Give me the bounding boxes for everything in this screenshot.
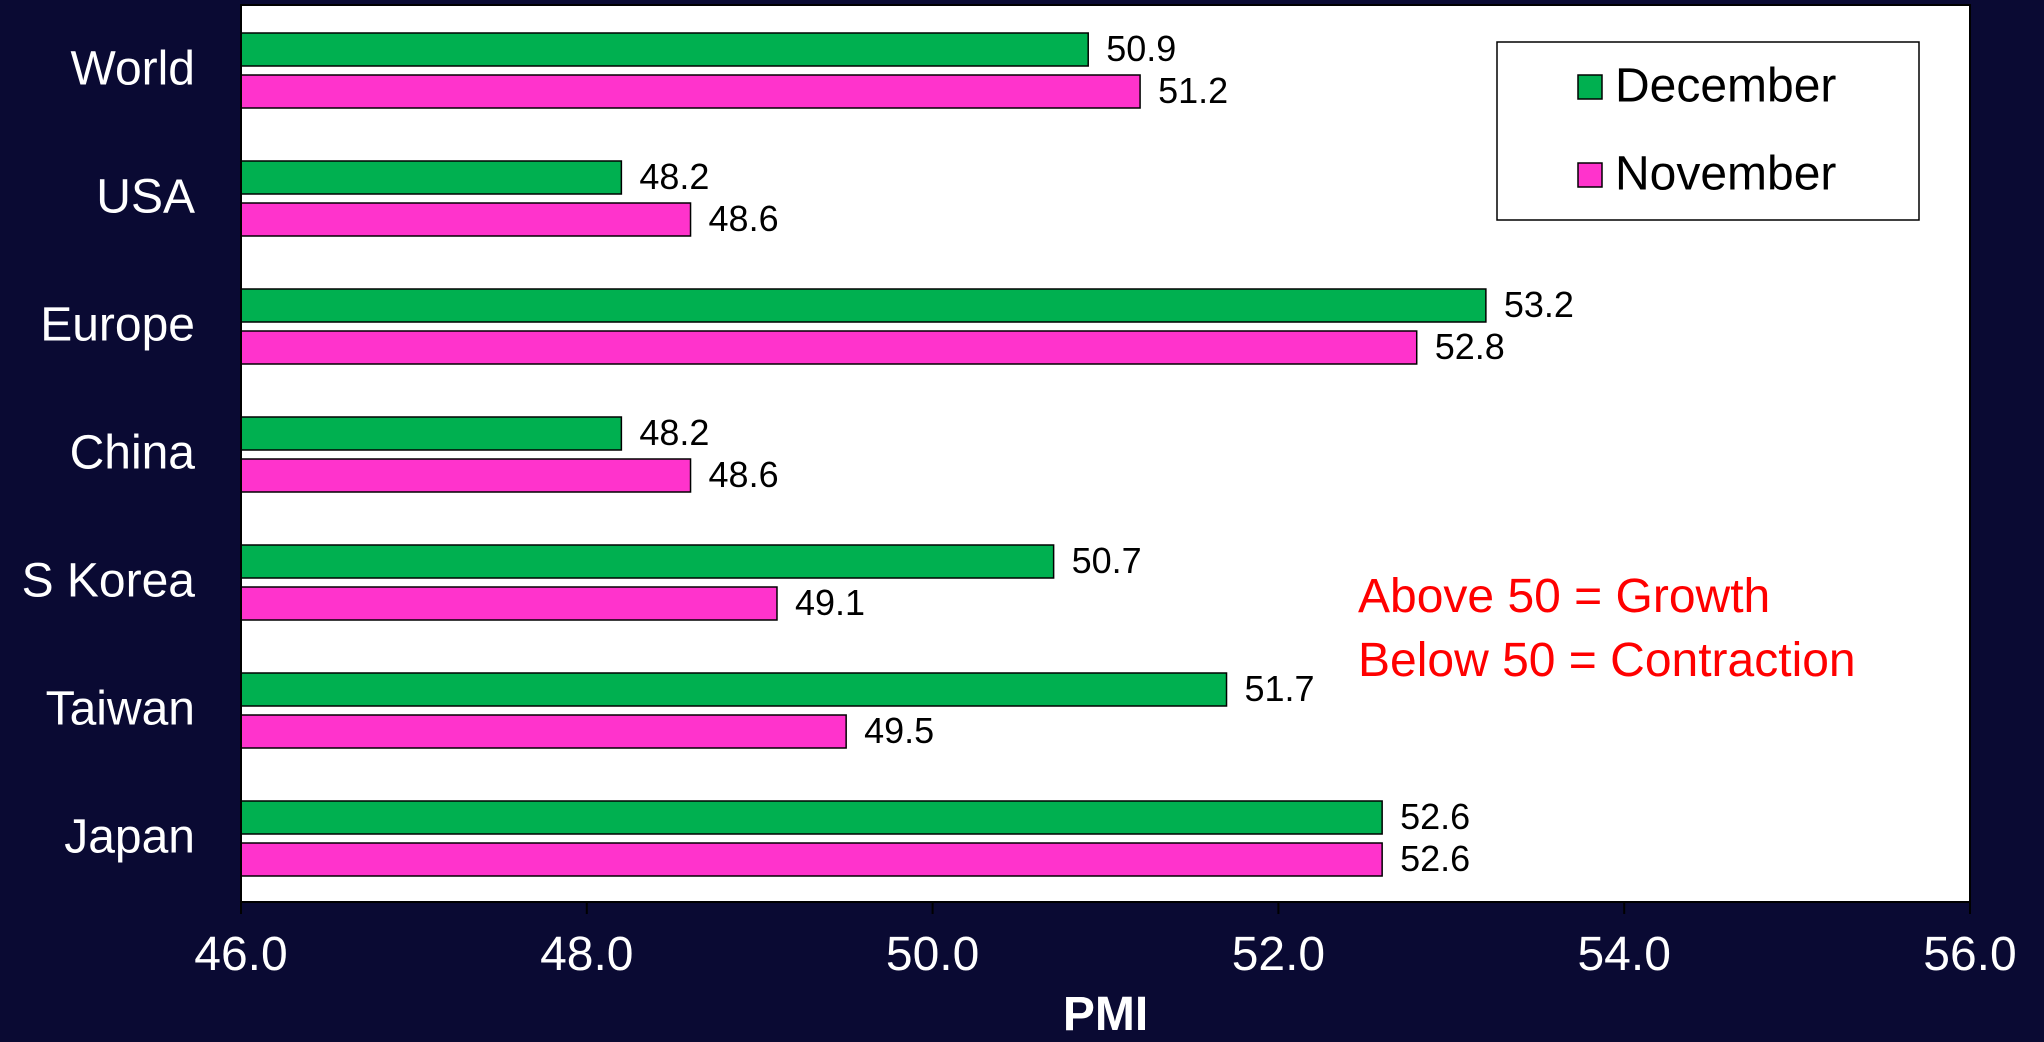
annotation-text: Below 50 = Contraction [1358,634,1856,687]
category-label: China [70,427,196,480]
x-tick-label: 46.0 [194,928,287,981]
data-label: 51.7 [1245,668,1315,709]
category-label: World [71,43,195,96]
legend-swatch-december [1577,74,1603,100]
category-label: Taiwan [46,683,195,736]
legend-swatch-november [1577,162,1603,188]
data-label: 49.1 [795,582,865,623]
data-label: 52.6 [1400,796,1470,837]
data-label: 53.2 [1504,284,1574,325]
data-label: 48.6 [709,454,779,495]
bar-december [240,416,623,451]
bar-december [240,672,1228,707]
bar-december [240,800,1383,835]
data-label: 50.9 [1106,28,1176,69]
data-label: 48.2 [639,156,709,197]
data-label: 48.2 [639,412,709,453]
legend-label-november: November [1615,148,1836,201]
bar-december [240,32,1089,67]
category-label: USA [96,171,195,224]
category-label: S Korea [22,555,196,608]
data-label: 48.6 [709,198,779,239]
bar-november [240,202,692,237]
bar-november [240,586,778,621]
bar-november [240,714,847,749]
legend-box [1496,41,1920,221]
category-label: Japan [64,811,195,864]
x-tick-label: 50.0 [886,928,979,981]
data-label: 49.5 [864,710,934,751]
data-label: 50.7 [1072,540,1142,581]
bar-december [240,288,1487,323]
bar-december [240,160,623,195]
x-tick-label: 52.0 [1232,928,1325,981]
data-label: 52.6 [1400,838,1470,879]
bar-november [240,458,692,493]
data-label: 52.8 [1435,326,1505,367]
annotation-text: Above 50 = Growth [1358,570,1770,623]
bar-december [240,544,1055,579]
x-tick-label: 56.0 [1923,928,2016,981]
bar-november [240,842,1383,877]
bar-november [240,74,1141,109]
bar-november [240,330,1418,365]
x-tick-label: 48.0 [540,928,633,981]
data-label: 51.2 [1158,70,1228,111]
x-tick-label: 54.0 [1577,928,1670,981]
x-axis-title: PMI [1063,988,1148,1037]
category-label: Europe [40,299,195,352]
legend-label-december: December [1615,60,1836,113]
